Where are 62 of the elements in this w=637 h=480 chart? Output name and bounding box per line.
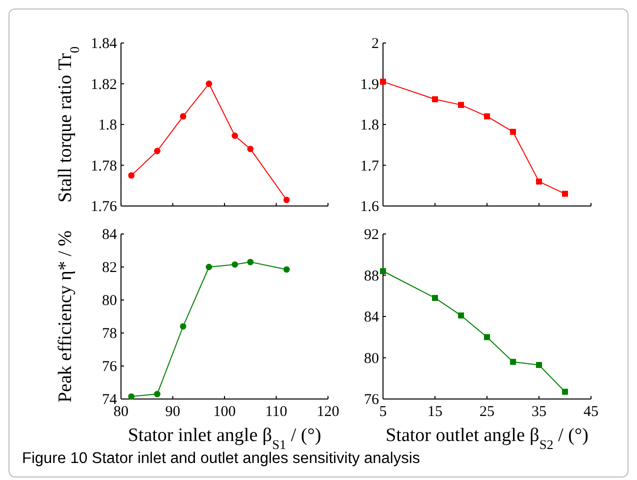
y-tick-label: 1.78: [90, 158, 117, 174]
point: [180, 323, 186, 330]
point: [510, 358, 516, 365]
x-tick-label: 100: [213, 404, 236, 420]
y-tick-label: 1.84: [90, 36, 118, 52]
x-tick-label: 110: [265, 404, 288, 420]
y-tick-label: 78: [102, 326, 117, 342]
x-tick-label: 5: [379, 404, 387, 420]
point: [206, 80, 212, 87]
x-axis-title: Stator inlet angle β$_{S1}$ / (°): [128, 425, 322, 452]
x-axis-title: Stator outlet angle β$_{S2}$ / (°): [386, 425, 588, 452]
point: [432, 96, 438, 102]
point: [206, 264, 212, 270]
point: [380, 78, 386, 85]
point: [180, 113, 186, 120]
point: [283, 196, 290, 204]
y-tick-label: 76: [102, 359, 118, 375]
x-tick-label: 25: [480, 404, 494, 420]
point: [484, 113, 490, 120]
point: [458, 312, 464, 318]
y-tick-label: 82: [102, 260, 117, 276]
point: [154, 148, 160, 154]
y-tick-label: 1.76: [90, 199, 118, 215]
y-tick-label: 92: [364, 227, 379, 243]
x-tick-label: 90: [165, 404, 180, 420]
point: [128, 393, 135, 400]
point: [536, 362, 542, 368]
point: [484, 334, 490, 340]
x-tick-label: 120: [316, 404, 340, 420]
point: [247, 146, 254, 152]
y-tick-label: 88: [364, 268, 379, 284]
point: [562, 388, 568, 395]
y-tick-label: 1.82: [90, 76, 117, 93]
point: [232, 261, 238, 268]
point: [536, 178, 542, 185]
point: [458, 102, 464, 108]
caption: Figure 10 Stator inlet and outlet angles sensitivity analysis: [22, 450, 420, 467]
point: [232, 132, 238, 139]
y-tick-label: 76: [364, 392, 380, 408]
point: [128, 172, 135, 179]
point: [247, 258, 254, 266]
point: [510, 128, 516, 135]
x-tick-label: 45: [584, 404, 598, 420]
point: [432, 294, 438, 301]
point: [283, 266, 290, 273]
y-tick-label: 1.8: [360, 118, 379, 134]
point: [154, 390, 160, 398]
y-tick-label: 80: [102, 293, 117, 309]
y-tick-label: 2: [372, 36, 379, 52]
x-tick-label: 80: [114, 404, 128, 420]
y-tick-label: 80: [364, 350, 379, 367]
x-tick-label: 15: [428, 404, 442, 420]
y-axis-title: Peak efficiency η* / %: [55, 230, 76, 403]
point: [562, 190, 568, 197]
point: [380, 268, 386, 274]
y-tick-label: 1.7: [360, 158, 380, 174]
y-tick-label: 1.6: [360, 199, 380, 215]
y-tick-label: 1.9: [360, 76, 379, 93]
y-tick-label: 84: [102, 227, 118, 243]
y-tick-label: 84: [364, 310, 380, 326]
x-tick-label: 35: [532, 404, 546, 420]
y-tick-label: 1.8: [98, 118, 117, 134]
